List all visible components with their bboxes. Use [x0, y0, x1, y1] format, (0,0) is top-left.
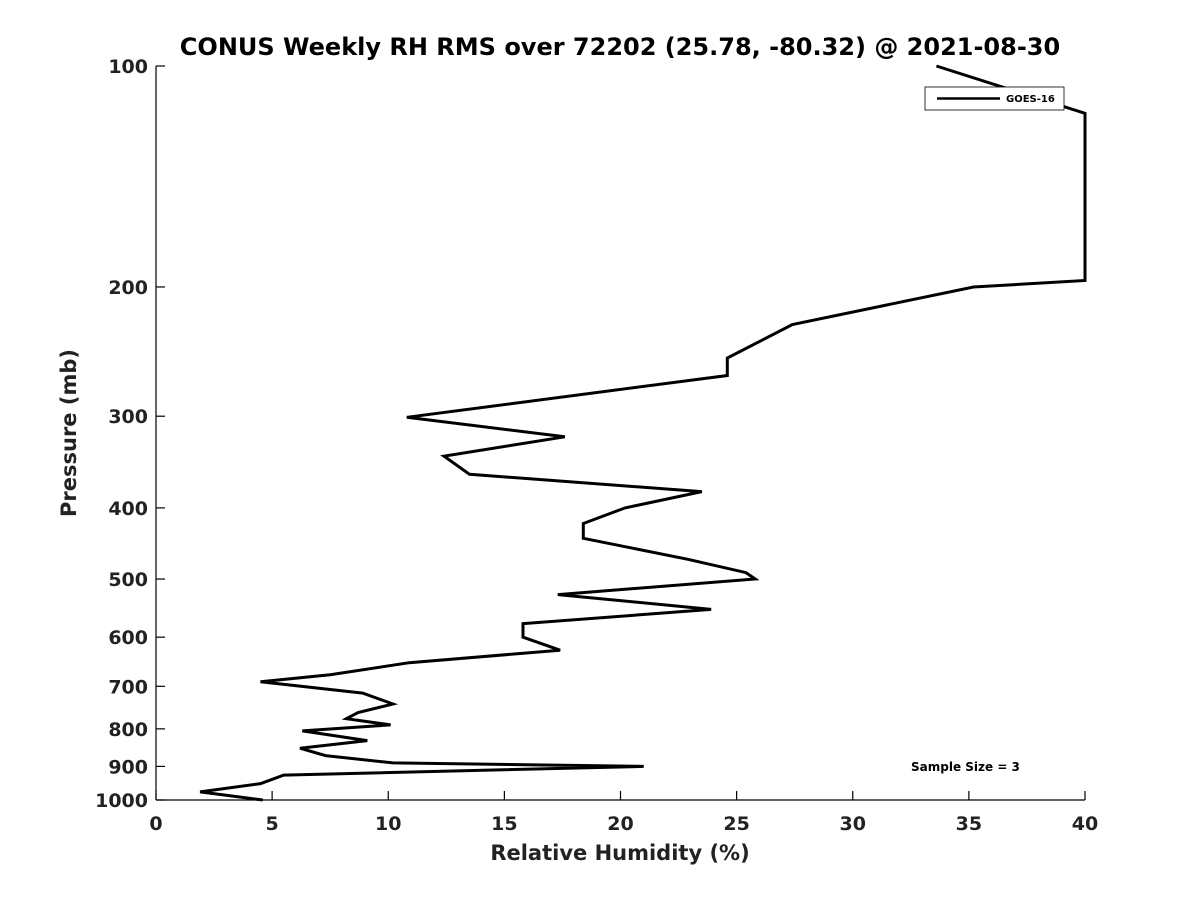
x-tick-label: 0: [149, 813, 162, 835]
y-tick-label: 100: [108, 56, 148, 78]
y-axis-ticks: 100 200 300 400 500 600 700 800 900 1000: [95, 56, 165, 812]
x-tick-label: 35: [956, 813, 982, 835]
x-axis-label: Relative Humidity (%): [490, 841, 749, 865]
legend-label-goes16: GOES-16: [1006, 94, 1055, 105]
x-axis-ticks: 0 5 10 15 20 25 30 35 40: [149, 791, 1098, 835]
y-tick-label: 300: [108, 406, 148, 428]
y-tick-label: 800: [108, 719, 148, 741]
x-tick-label: 20: [607, 813, 633, 835]
y-tick-label: 900: [108, 756, 148, 778]
chart-title: CONUS Weekly RH RMS over 72202 (25.78, -…: [180, 33, 1060, 61]
y-tick-label: 400: [108, 498, 148, 520]
series-layer: [199, 64, 1087, 802]
y-tick-label: 1000: [95, 790, 148, 812]
x-tick-label: 25: [723, 813, 749, 835]
x-tick-label: 5: [266, 813, 279, 835]
x-tick-label: 30: [840, 813, 866, 835]
y-tick-label: 500: [108, 569, 148, 591]
x-tick-label: 10: [375, 813, 401, 835]
x-tick-label: 15: [491, 813, 517, 835]
x-tick-label: 40: [1072, 813, 1098, 835]
y-axis-label: Pressure (mb): [57, 349, 81, 517]
sample-size-annotation: Sample Size = 3: [911, 760, 1020, 774]
series-line-goes-16: [199, 64, 1087, 802]
y-tick-label: 600: [108, 627, 148, 649]
legend: GOES-16: [924, 86, 1065, 111]
y-tick-label: 700: [108, 676, 148, 698]
y-tick-label: 200: [108, 277, 148, 299]
